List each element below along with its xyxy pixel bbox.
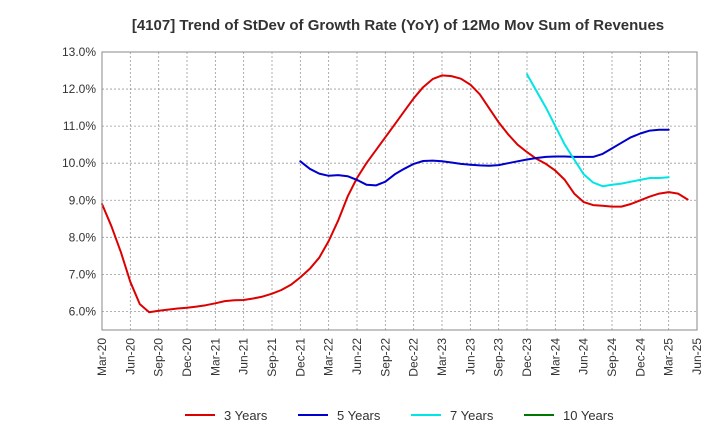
x-tick-label: Sep-23 bbox=[492, 338, 506, 377]
x-tick-label: Dec-20 bbox=[180, 338, 194, 377]
plot-area-frame bbox=[101, 51, 698, 331]
x-tick-label: Dec-21 bbox=[293, 338, 307, 377]
series-line-5-years bbox=[299, 128, 670, 187]
y-tick-label: 8.0% bbox=[69, 230, 97, 244]
x-tick-label: Mar-22 bbox=[322, 338, 336, 376]
series-lines bbox=[101, 73, 689, 314]
x-tick-label: Sep-22 bbox=[378, 338, 392, 377]
x-tick-label: Mar-23 bbox=[435, 338, 449, 376]
legend-label-7-years: 7 Years bbox=[450, 408, 494, 423]
legend: 3 Years 5 Years 7 Years 10 Years bbox=[185, 408, 614, 423]
y-tick-label: 9.0% bbox=[69, 193, 97, 207]
x-tick-label: Jun-25 bbox=[690, 338, 704, 375]
x-tick-label: Dec-24 bbox=[633, 338, 647, 377]
legend-label-5-years: 5 Years bbox=[337, 408, 381, 423]
x-tick-label: Dec-23 bbox=[520, 338, 534, 377]
x-tick-label: Jun-24 bbox=[577, 338, 591, 375]
y-tick-label: 11.0% bbox=[63, 119, 96, 133]
x-axis-tick-labels: Mar-20 Jun-20 Sep-20 Dec-20 Mar-21 Jun-21 Sep-… bbox=[95, 338, 704, 377]
x-tick-label: Sep-24 bbox=[605, 338, 619, 377]
x-tick-label: Jun-20 bbox=[123, 338, 137, 375]
series-line-3-years bbox=[101, 74, 689, 314]
x-tick-label: Jun-22 bbox=[350, 338, 364, 375]
y-tick-label: 7.0% bbox=[69, 267, 97, 281]
y-axis-tick-labels: 6.0% 7.0% 8.0% 9.0% 10.0% 11.0% 12.0% 13.0% bbox=[62, 45, 96, 318]
x-tick-label: Sep-20 bbox=[152, 338, 166, 377]
x-tick-label: Mar-20 bbox=[95, 338, 109, 376]
legend-label-10-years: 10 Years bbox=[563, 408, 614, 423]
grid-lines bbox=[101, 51, 698, 330]
x-tick-label: Sep-21 bbox=[265, 338, 279, 377]
y-tick-label: 10.0% bbox=[62, 156, 96, 170]
x-tick-label: Dec-22 bbox=[407, 338, 421, 377]
y-tick-label: 13.0% bbox=[62, 45, 96, 59]
y-tick-label: 12.0% bbox=[62, 82, 96, 96]
x-tick-label: Jun-21 bbox=[237, 338, 251, 375]
chart-title: [4107] Trend of StDev of Growth Rate (Yo… bbox=[132, 17, 664, 34]
x-tick-label: Mar-24 bbox=[548, 338, 562, 376]
x-tick-label: Mar-21 bbox=[208, 338, 222, 376]
series-line-7-years bbox=[526, 73, 670, 188]
x-tick-label: Mar-25 bbox=[662, 338, 676, 376]
x-tick-label: Jun-23 bbox=[463, 338, 477, 375]
y-tick-label: 6.0% bbox=[69, 304, 97, 318]
legend-label-3-years: 3 Years bbox=[224, 408, 268, 423]
